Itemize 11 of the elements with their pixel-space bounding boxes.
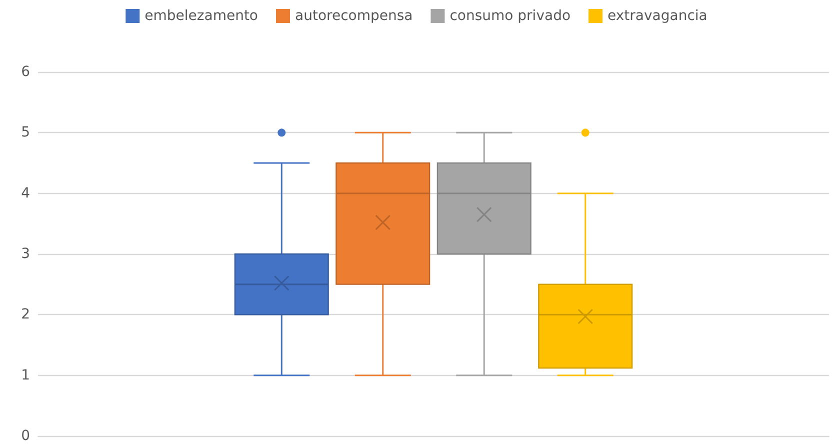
legend-label: extravagancia (608, 8, 708, 24)
y-tick-label: 5 (21, 124, 30, 141)
legend-label: consumo privado (450, 8, 571, 24)
legend-label: embelezamento (144, 8, 258, 24)
legend-label: autorecompensa (295, 8, 413, 24)
y-tick-label: 6 (21, 64, 30, 80)
y-tick-label: 2 (21, 306, 30, 323)
y-tick-label: 0 (21, 428, 30, 444)
y-tick-label: 4 (21, 185, 30, 202)
y-tick-label: 1 (21, 367, 30, 384)
y-tick-label: 3 (21, 246, 30, 262)
